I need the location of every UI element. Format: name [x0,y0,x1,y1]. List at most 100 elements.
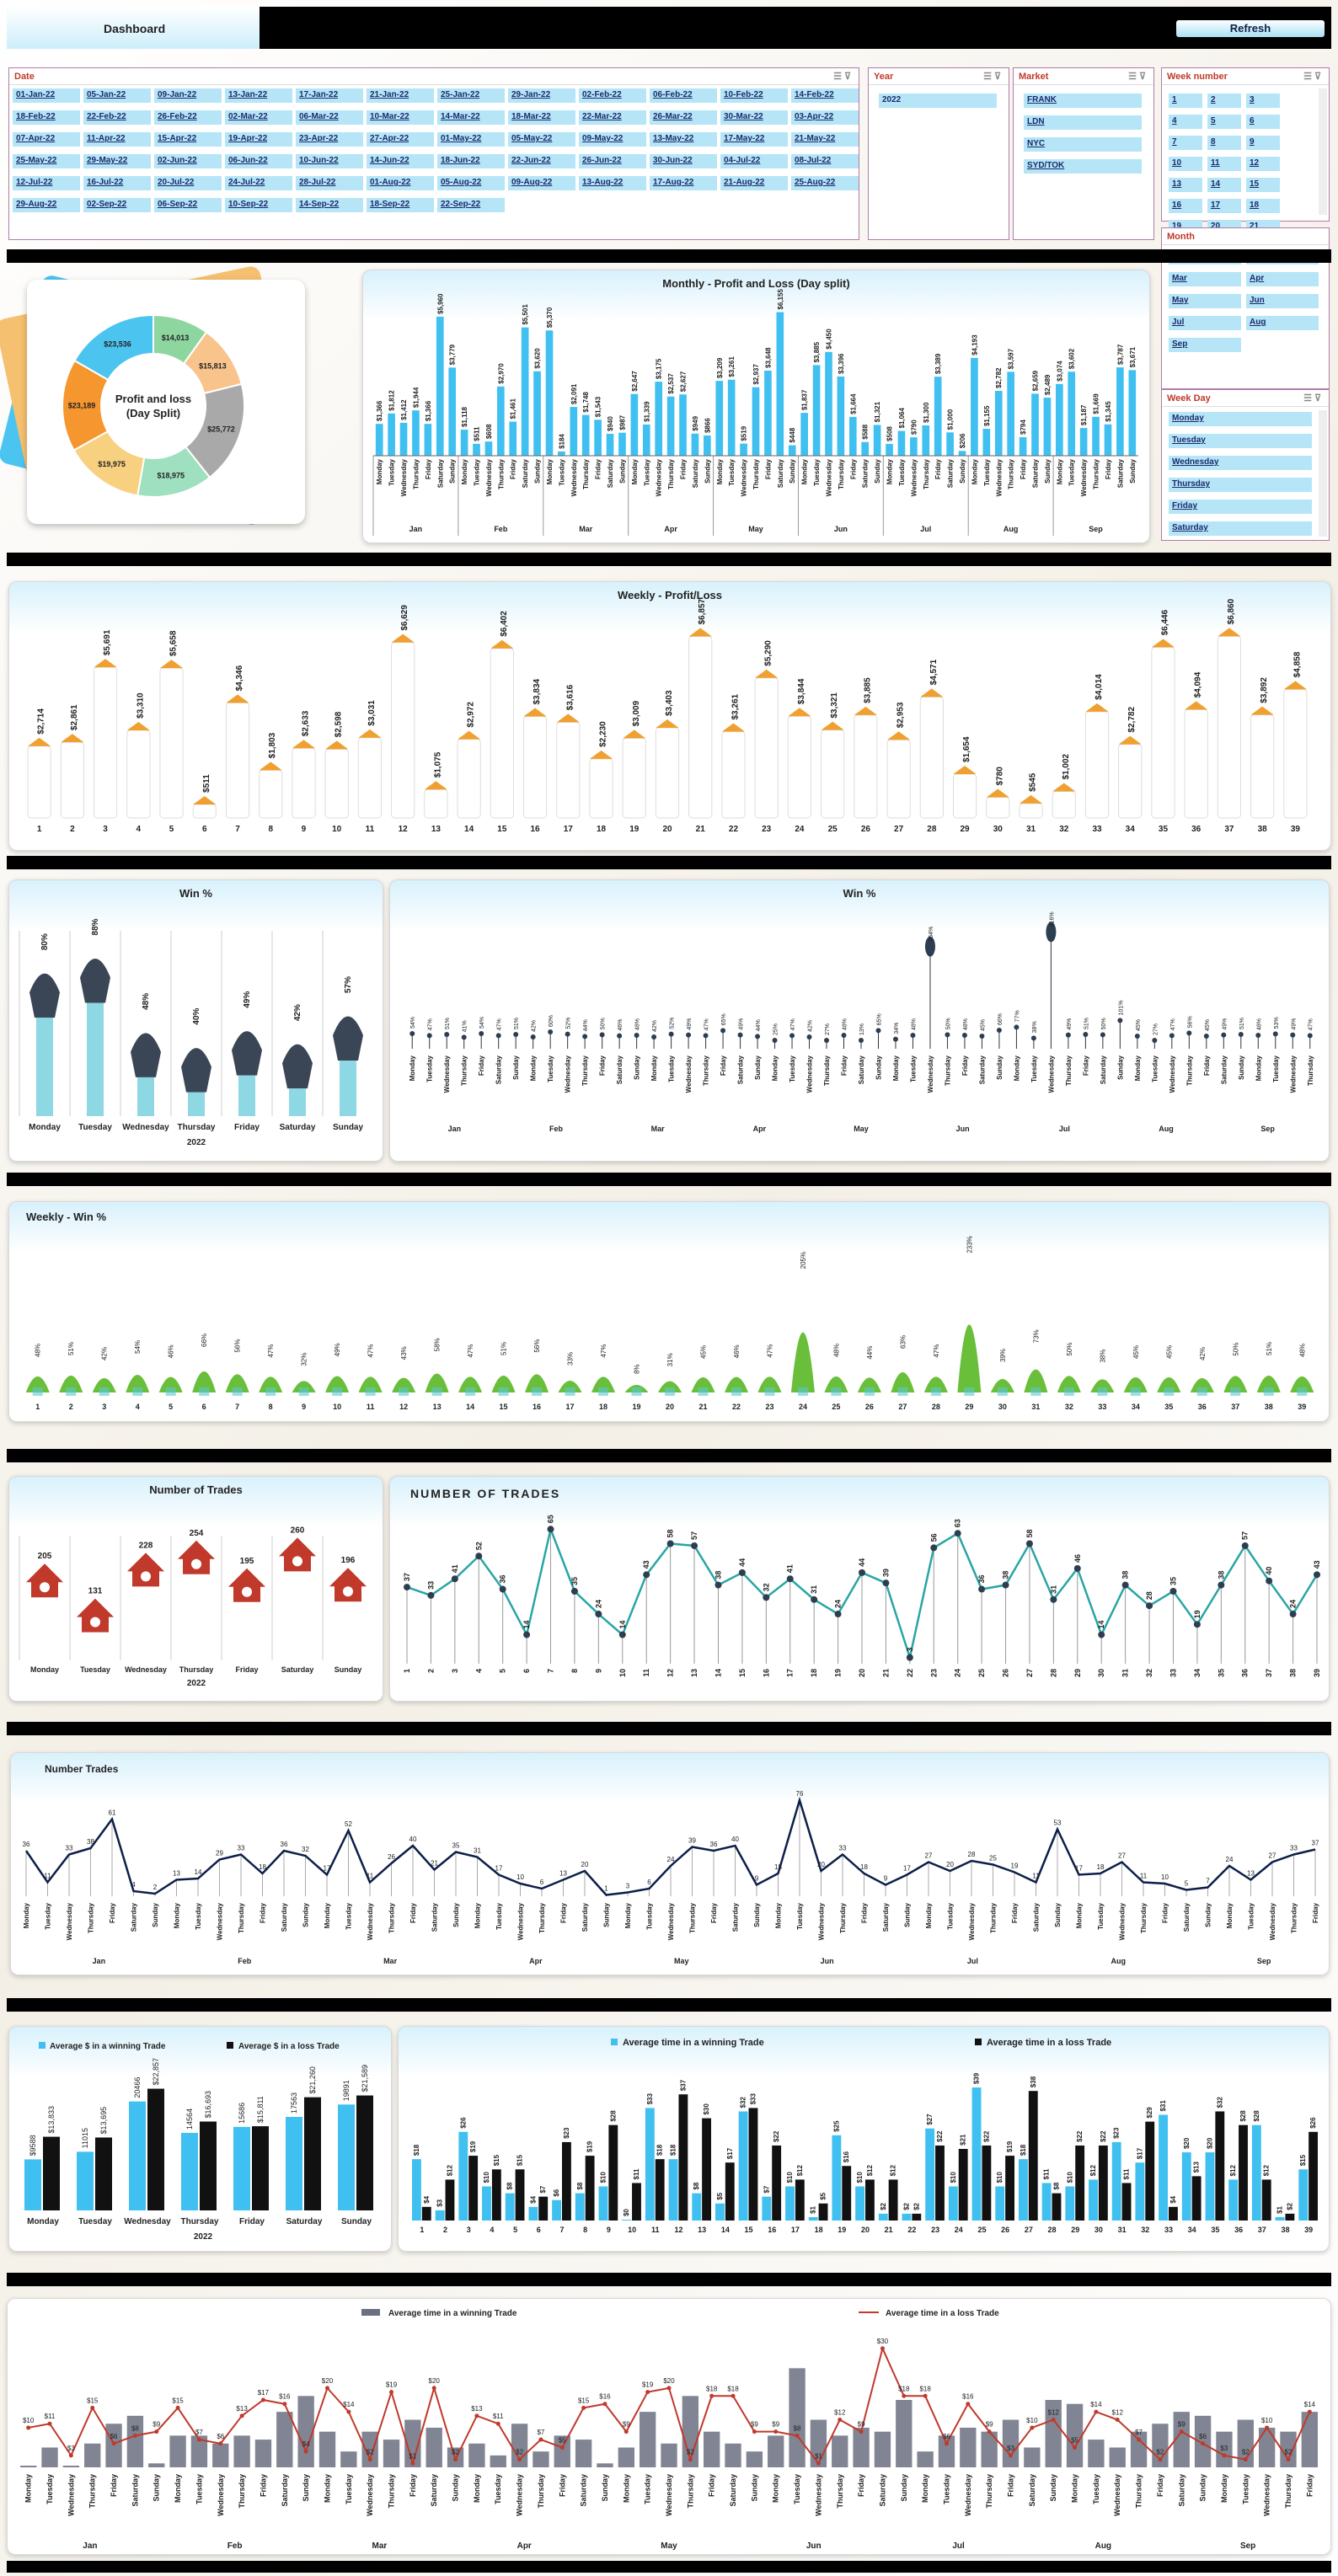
date-item[interactable]: 20-Jul-22 [154,176,222,190]
date-item[interactable]: 10-Sep-22 [225,198,292,212]
date-item[interactable]: 25-Aug-22 [791,176,859,190]
date-item[interactable]: 18-Mar-22 [508,110,575,125]
date-item[interactable]: 04-Jul-22 [720,154,788,168]
date-item[interactable]: 01-Aug-22 [367,176,434,190]
weekday-item[interactable]: Thursday [1169,478,1312,492]
filter-icon[interactable]: ☰⊽ [1303,393,1324,404]
date-item[interactable]: 02-Feb-22 [579,88,646,103]
week-item[interactable]: 7 [1169,136,1202,150]
date-item[interactable]: 02-Sep-22 [83,198,151,212]
weekday-item[interactable]: Saturday [1169,521,1312,536]
date-item[interactable]: 10-Mar-22 [367,110,434,125]
weekday-item[interactable]: Tuesday [1169,434,1312,448]
week-item[interactable]: 9 [1246,136,1280,150]
date-item[interactable]: 14-Jun-22 [367,154,434,168]
date-item[interactable]: 01-Jan-22 [13,88,80,103]
filter-icon[interactable]: ☰⊽ [1128,72,1148,82]
date-item[interactable]: 13-Aug-22 [579,176,646,190]
week-item[interactable]: 13 [1169,178,1202,192]
week-item[interactable]: 15 [1246,178,1280,192]
date-item[interactable]: 06-Jun-22 [225,154,292,168]
date-item[interactable]: 07-Apr-22 [13,132,80,147]
filter-icon[interactable]: ☰⊽ [983,72,1004,82]
month-item[interactable]: May [1169,294,1241,308]
date-item[interactable]: 24-Jul-22 [225,176,292,190]
date-item[interactable]: 06-Feb-22 [650,88,717,103]
week-item[interactable]: 11 [1207,157,1241,171]
date-item[interactable]: 26-Jun-22 [579,154,646,168]
date-item[interactable]: 22-Feb-22 [83,110,151,125]
month-item[interactable]: Aug [1246,316,1319,330]
date-item[interactable]: 09-Jan-22 [154,88,222,103]
date-item[interactable]: 10-Feb-22 [720,88,788,103]
month-item[interactable]: Mar [1169,272,1241,286]
month-item[interactable]: Jun [1246,294,1319,308]
date-item[interactable]: 19-Apr-22 [225,132,292,147]
date-item[interactable]: 17-Jan-22 [296,88,363,103]
date-item[interactable]: 14-Mar-22 [437,110,505,125]
date-item[interactable]: 22-Mar-22 [579,110,646,125]
week-item[interactable]: 3 [1246,94,1280,108]
date-item[interactable]: 01-May-22 [437,132,505,147]
date-item[interactable]: 03-Apr-22 [791,110,859,125]
date-item[interactable]: 18-Jun-22 [437,154,505,168]
date-item[interactable]: 26-Mar-22 [650,110,717,125]
weekday-item[interactable]: Monday [1169,412,1312,426]
weekday-scrollbar[interactable] [1319,410,1327,537]
date-item[interactable]: 09-Aug-22 [508,176,575,190]
date-item[interactable]: 13-May-22 [650,132,717,147]
date-item[interactable]: 13-Jan-22 [225,88,292,103]
date-item[interactable]: 22-Sep-22 [437,198,505,212]
date-item[interactable]: 21-Jan-22 [367,88,434,103]
date-item[interactable]: 12-Jul-22 [13,176,80,190]
date-item[interactable]: 18-Sep-22 [367,198,434,212]
week-item[interactable]: 6 [1246,115,1280,129]
filter-icon[interactable]: ☰⊽ [1303,72,1324,82]
market-item[interactable]: LDN [1024,115,1142,130]
date-item[interactable]: 25-Jan-22 [437,88,505,103]
date-item[interactable]: 06-Sep-22 [154,198,222,212]
date-item[interactable]: 02-Mar-22 [225,110,292,125]
tab-dashboard[interactable]: Dashboard [7,7,260,49]
week-item[interactable]: 5 [1207,115,1241,129]
weekday-item[interactable]: Wednesday [1169,456,1312,470]
week-item[interactable]: 10 [1169,157,1202,171]
week-item[interactable]: 4 [1169,115,1202,129]
date-item[interactable]: 02-Jun-22 [154,154,222,168]
market-item[interactable]: NYC [1024,137,1142,152]
date-item[interactable]: 14-Sep-22 [296,198,363,212]
date-item[interactable]: 15-Apr-22 [154,132,222,147]
date-item[interactable]: 16-Jul-22 [83,176,151,190]
date-item[interactable]: 21-May-22 [791,132,859,147]
week-scrollbar[interactable] [1319,88,1327,215]
date-item[interactable]: 29-May-22 [83,154,151,168]
date-item[interactable]: 11-Apr-22 [83,132,151,147]
date-item[interactable]: 22-Jun-22 [508,154,575,168]
week-item[interactable]: 14 [1207,178,1241,192]
date-item[interactable]: 08-Jul-22 [791,154,859,168]
week-item[interactable]: 12 [1246,157,1280,171]
week-item[interactable]: 17 [1207,199,1241,213]
filter-icon[interactable]: ☰⊽ [833,72,854,82]
month-item[interactable]: Apr [1246,272,1319,286]
week-item[interactable]: 8 [1207,136,1241,150]
date-item[interactable]: 21-Aug-22 [720,176,788,190]
date-item[interactable]: 09-May-22 [579,132,646,147]
date-item[interactable]: 18-Feb-22 [13,110,80,125]
date-item[interactable]: 30-Mar-22 [720,110,788,125]
week-item[interactable]: 18 [1246,199,1280,213]
weekday-item[interactable]: Friday [1169,500,1312,514]
date-item[interactable]: 27-Apr-22 [367,132,434,147]
date-item[interactable]: 14-Feb-22 [791,88,859,103]
date-item[interactable]: 30-Jun-22 [650,154,717,168]
date-item[interactable]: 28-Jul-22 [296,176,363,190]
market-item[interactable]: FRANK [1024,94,1142,108]
date-item[interactable]: 17-May-22 [720,132,788,147]
week-item[interactable]: 16 [1169,199,1202,213]
date-item[interactable]: 26-Feb-22 [154,110,222,125]
date-item[interactable]: 05-Aug-22 [437,176,505,190]
date-item[interactable]: 17-Aug-22 [650,176,717,190]
date-item[interactable]: 23-Apr-22 [296,132,363,147]
date-item[interactable]: 29-Jan-22 [508,88,575,103]
date-item[interactable]: 06-Mar-22 [296,110,363,125]
